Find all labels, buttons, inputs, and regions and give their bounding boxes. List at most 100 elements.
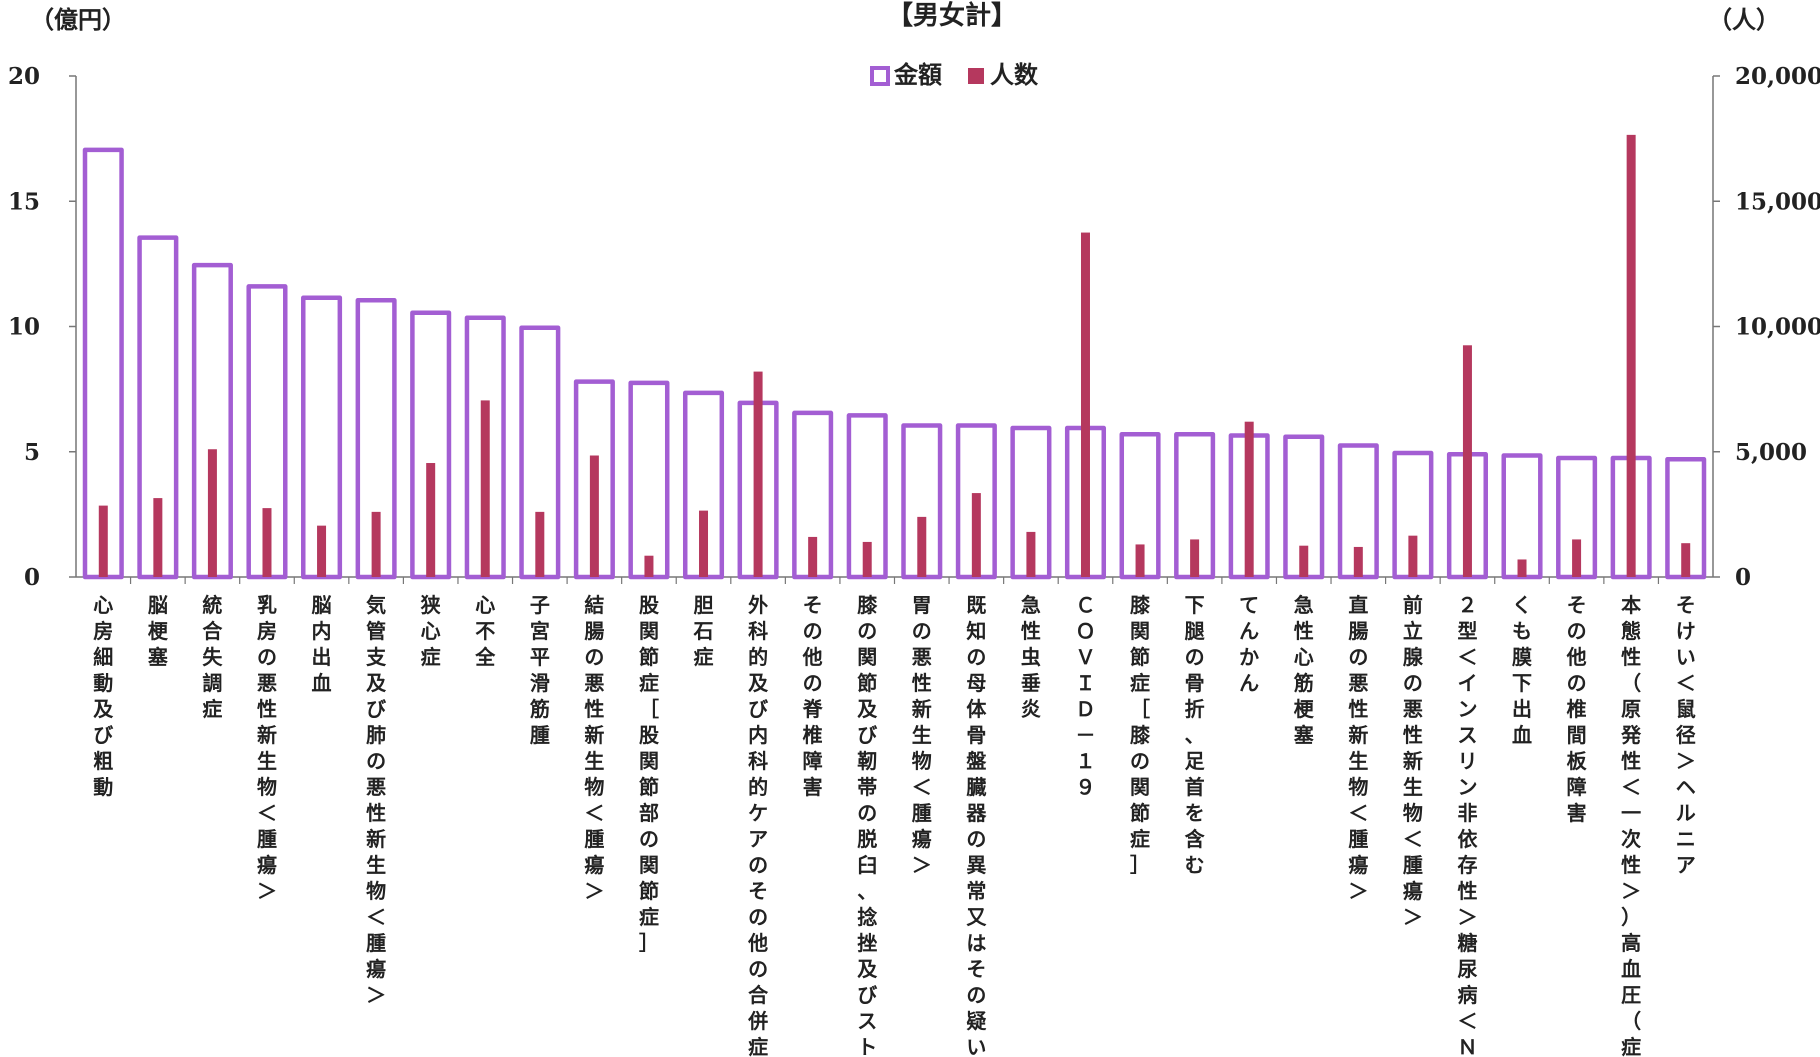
category-label-char: 害 [803,775,823,799]
left-axis-unit: （億円） [30,5,126,34]
category-label-char: 腫 [366,931,386,955]
category-label-char: 症 [1130,827,1150,851]
count-bar [1353,546,1363,577]
category-label-char: 靭 [857,749,877,773]
category-label-char: ケ [748,801,768,825]
category-label-char: 節 [639,775,659,799]
category-label: 脳梗塞 [147,593,169,669]
count-bar [1299,545,1309,577]
category-label-char: Ｖ [1075,645,1095,669]
category-label-char: 挫 [857,931,877,955]
category-label-char: 、 [857,879,877,903]
category-label-char: 膝 [1130,723,1151,747]
category-label-char: 瘍 [584,853,604,877]
category-label-char: 滑 [530,671,550,695]
category-label-char: 関 [1130,775,1150,799]
category-label-char: 粗 [93,749,113,773]
category-label: 本態性（原発性＜一次性＞）高血圧（症 [1620,593,1642,1057]
category-label-char: 病 [1457,983,1477,1007]
y-right-tick-label: 0 [1735,564,1751,591]
category-label-char: 性 [1294,619,1314,643]
category-label-char: て [1239,593,1259,617]
category-label-char: 脱 [857,827,877,851]
category-label-char: 圧 [1621,983,1641,1007]
category-label-char: 的 [748,645,768,669]
y-right-tick-label: 10,000 [1735,314,1820,341]
category-label-char: 腫 [1403,853,1423,877]
count-bar [1681,543,1691,577]
y-left-tick-label: 20 [8,63,40,90]
category-label-char: ん [1239,619,1259,643]
legend-label-count: 人数 [990,60,1039,89]
category-label-char: 症 [694,645,714,669]
category-label-char: 生 [912,723,932,747]
category-label-char: の [857,619,877,643]
category-label-char: 出 [312,645,332,669]
category-label-char: 性 [912,671,932,695]
category-label-char: 前 [1403,593,1423,617]
category-label-char: 新 [584,723,604,747]
category-label-char: 節 [1130,645,1150,669]
category-label-char: 合 [202,619,223,643]
category-label-char: 性 [1457,879,1477,903]
category-label-char: 及 [857,697,878,721]
category-label-char: ） [1621,905,1641,929]
category-label-char: 胃 [912,593,932,617]
category-label-char: 膜 [1511,645,1532,669]
category-label-char: 新 [1403,749,1423,773]
category-label-char: 瘍 [366,957,386,981]
category-label-char: 統 [202,593,222,617]
category-label-char: ＞ [912,853,932,877]
category-label-char: 管 [366,619,386,643]
category-label-char: 骨 [1185,671,1205,695]
category-label-char: Ｄ [1075,697,1095,721]
category-label-char: ２ [1457,593,1477,617]
category-label-char: 科 [748,749,768,773]
category-label-char: ン [1457,775,1477,799]
category-label-char: ＜ [1621,775,1641,799]
category-label-char: 急 [1021,593,1041,617]
category-label-char: け [1676,619,1696,643]
count-bar [1080,232,1090,577]
category-label-char: く [1512,593,1532,617]
category-label: 狭心症 [420,593,441,669]
category-label-char: 及 [748,671,769,695]
category-label-char: ＜ [366,905,386,929]
category-label-char: 瘍 [1348,853,1368,877]
count-bar [262,508,272,577]
count-bar [1462,345,1472,577]
category-label-char: ル [1676,801,1696,825]
category-label-char: Ｎ [1457,1035,1477,1057]
category-label-char: 態 [1621,619,1641,643]
category-label-char: 下 [1185,593,1205,617]
category-label-char: 型 [1457,619,1477,643]
category-label-char: び [857,723,878,747]
category-label-char: 新 [366,827,386,851]
legend-label-amount: 金額 [893,60,942,89]
y-right-tick-label: 15,000 [1735,188,1820,215]
count-series [98,134,1691,577]
category-label-char: 調 [202,671,222,695]
category-label-char: （ [1621,1009,1641,1033]
category-label-char: 腫 [912,801,932,825]
category-label-char: 常 [966,879,986,903]
category-label-char: の [748,957,768,981]
category-label-char: 結 [584,593,604,617]
amount-bar [1501,453,1543,580]
category-label-char: 悪 [366,775,386,799]
category-label-char: ニ [1676,827,1696,851]
category-label-char: 症 [748,1035,768,1057]
category-label-char: ＜ [1403,827,1423,851]
category-label-char: 骨 [966,723,986,747]
axes: 0 5 10 15 20 0 5,000 10,000 15,000 20,000 [8,63,1820,591]
category-label-char: 捻 [857,905,877,929]
category-label-char: ＜ [1457,1009,1477,1033]
category-label-char: 節 [1130,801,1150,825]
